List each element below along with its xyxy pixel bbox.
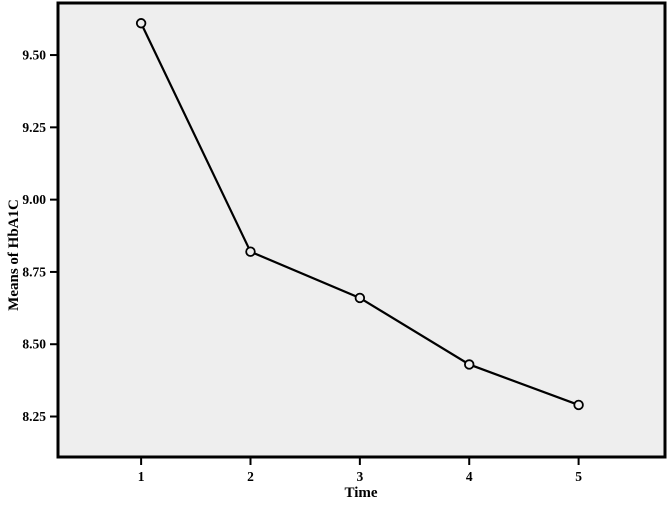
- y-tick-label: 8.25: [22, 409, 46, 424]
- data-point-1: [135, 18, 147, 29]
- y-axis-label: Means of HbA1C: [6, 199, 22, 311]
- y-tick-label: 8.75: [22, 264, 46, 279]
- y-tick-label: 9.25: [22, 120, 46, 135]
- data-point-2: [245, 246, 256, 257]
- x-tick-label: 3: [356, 469, 363, 484]
- plot-area: [56, 1, 667, 459]
- x-tick-label: 5: [575, 469, 582, 484]
- data-point-5: [573, 399, 584, 411]
- x-tick-label: 2: [247, 469, 254, 484]
- y-axis-ticks: 8.25 8.50 8.75 9.00 9.25 9.50: [22, 48, 57, 424]
- y-tick-label: 9.00: [22, 192, 46, 207]
- x-tick-label: 4: [466, 469, 473, 484]
- x-axis-ticks: 1 2 3 4 5: [138, 458, 582, 484]
- data-point-3: [354, 292, 366, 304]
- x-axis-label: Time: [344, 485, 377, 501]
- data-points: [135, 18, 584, 411]
- x-tick-label: 1: [138, 469, 145, 484]
- data-point-4: [464, 359, 475, 370]
- y-tick-label: 8.50: [22, 337, 46, 352]
- y-tick-label: 9.50: [22, 48, 46, 63]
